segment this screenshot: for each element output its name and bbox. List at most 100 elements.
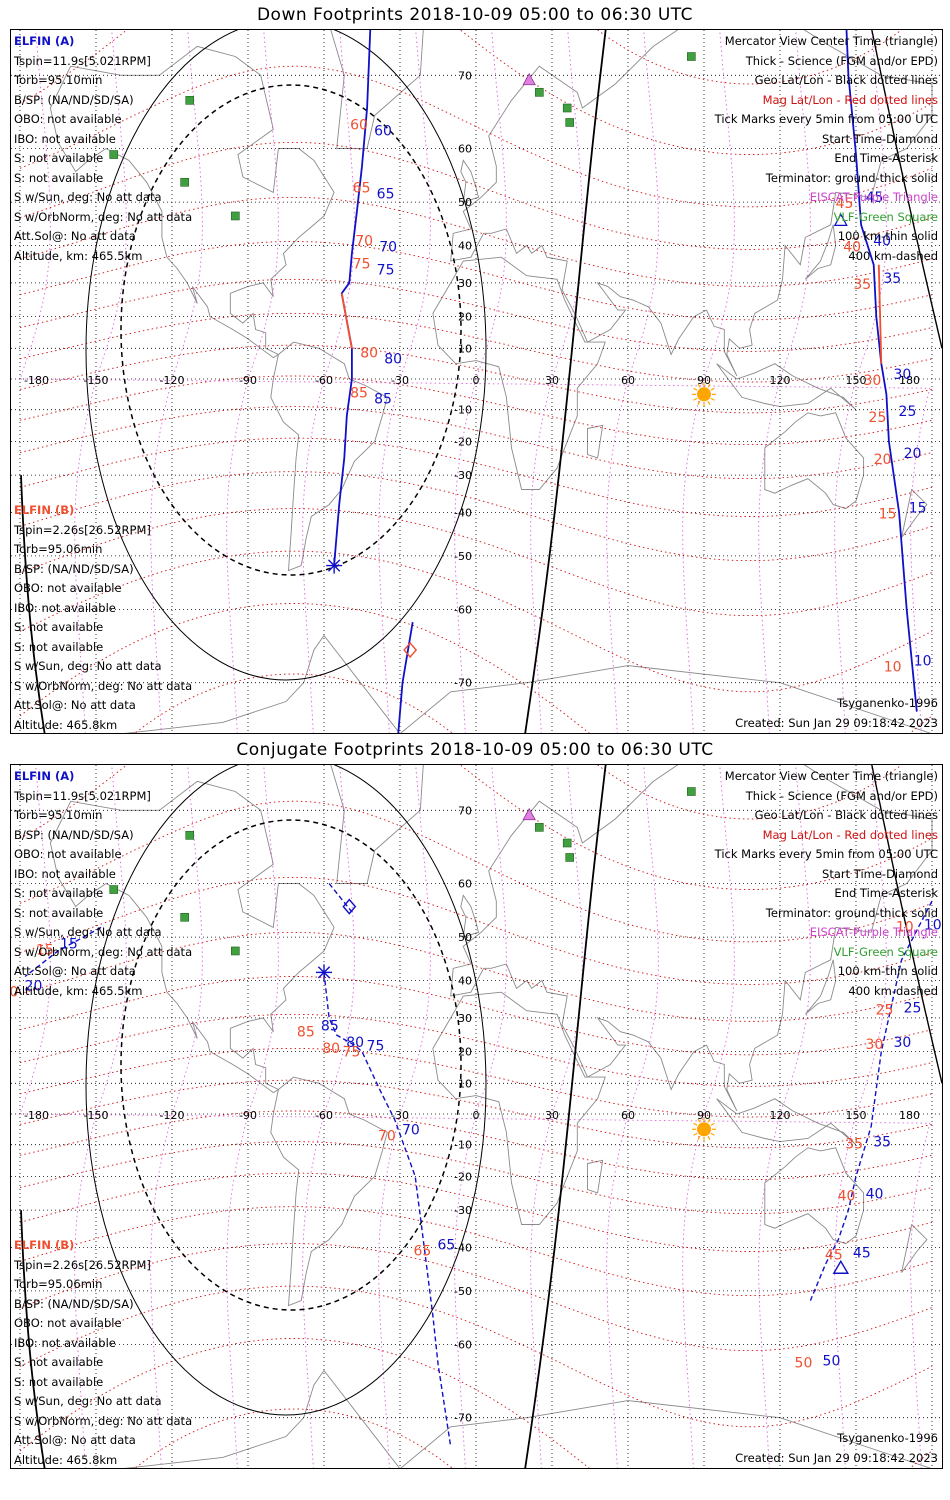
legend-line: VLF-Green Square	[833, 944, 938, 959]
lat-tick-label: 10	[458, 342, 472, 355]
coastline-antarctic-pen	[124, 634, 932, 733]
mag-lon-line	[378, 765, 431, 1468]
mag-lon-line	[74, 30, 127, 733]
elfin-b-time-label: 50	[795, 1356, 813, 1372]
elfin-a-time-label: 85	[374, 391, 392, 407]
elfin-a-time-label: 40	[866, 1186, 884, 1202]
end-time-asterisk	[326, 557, 343, 574]
axis-labels: -180 -150 -120 -90 -60 -30 0 30 60 90 120 150 180 70 6…	[24, 804, 920, 1424]
mag-lat-line	[19, 312, 933, 383]
sun-ray	[697, 400, 701, 405]
vlf-station-marker	[535, 823, 544, 832]
elfin-info-line: Torb=95.10min	[14, 73, 103, 87]
coastline-australia	[764, 1147, 865, 1245]
legend: Mercator View Center Time (triangle) Thic…	[715, 767, 938, 1001]
lat-tick-label: 20	[458, 311, 472, 324]
lon-tick-label: -30	[391, 1109, 409, 1122]
vlf-station-marker	[535, 88, 544, 97]
elfin-info-line: S w/Sun, deg: No att data	[14, 925, 162, 939]
vlf-station-marker	[109, 150, 119, 159]
elfin-info-line: Torb=95.06min	[14, 1277, 103, 1291]
lat-tick-label: -60	[454, 603, 472, 616]
sun-ray	[693, 397, 698, 401]
sun-ray	[697, 1135, 701, 1140]
mag-lon-line	[606, 30, 659, 733]
elfin-info-line: S: not available	[14, 905, 104, 920]
conjugate-footprints-map: -180 -150 -120 -90 -60 -30 0 30 60 90 120 150 180 70 6…	[10, 764, 943, 1469]
elfin-info-line: Altitude: 465.8km	[14, 717, 118, 732]
elfin-info-line: Torb=95.06min	[14, 542, 103, 556]
elfin-info-line: Tspin=2.26s[26.52RPM]	[14, 522, 151, 537]
elfin-info-line: Tspin=11.9s[5.021RPM]	[14, 788, 151, 803]
mag-lon-line	[19, 30, 931, 733]
model-label: Tsyganenko-1996	[837, 696, 938, 710]
elfin-info-line: S: not available	[14, 170, 104, 185]
sun-ray	[707, 400, 711, 405]
elfin-info-line: S: not available	[14, 639, 104, 654]
mag-lat-line	[19, 471, 933, 562]
vlf-station-marker	[109, 885, 119, 894]
elfin-b-time-label: 10	[896, 919, 914, 935]
elfin-a-time-label: 20	[25, 978, 43, 994]
sun-icon	[692, 382, 716, 407]
legend-line: End Time-Asterisk	[834, 151, 938, 165]
end-time-asterisk	[316, 964, 332, 981]
vlf-station-marker	[687, 787, 696, 796]
elfin-info-line: B/SP: (NA/ND/SD/SA)	[14, 561, 134, 576]
elfin-b-time-label: 65	[413, 1244, 431, 1260]
panel-title-conjugate: Conjugate Footprints 2018-10-09 05:00 to…	[236, 740, 714, 760]
legend-line: 100 km-thin solid	[837, 964, 938, 978]
mag-lon-line	[606, 765, 659, 1468]
legend-line: Start Time-Diamond	[822, 131, 938, 146]
vlf-station-marker	[687, 52, 696, 61]
vlf-station-marker	[180, 177, 189, 187]
legend-line: 400 km-dashed	[848, 983, 938, 998]
sun-ray	[693, 387, 698, 391]
coastline-antarctic-pen	[124, 1369, 932, 1468]
mag-lon-line	[150, 30, 203, 733]
legend-line: End Time-Asterisk	[834, 886, 938, 900]
elfin-a-time-label: 50	[823, 1354, 841, 1370]
legend-line: 400 km-dashed	[848, 248, 938, 263]
created-timestamp: Created: Sun Jan 29 09:18:42 2023	[735, 716, 938, 730]
map-canvas: -180 -150 -120 -90 -60 -30 0 30 60 90 120 150 180 70 6…	[11, 30, 942, 733]
eiscat-marker	[522, 72, 536, 86]
mag-lat-line	[19, 976, 933, 1056]
coastline-madagascar	[587, 424, 604, 459]
elfin-info-line: S: not available	[14, 1355, 104, 1369]
lat-tick-label: 20	[458, 1046, 472, 1059]
lon-tick-label: -150	[84, 1109, 109, 1122]
terminator-line	[524, 30, 607, 733]
asterisk-stroke	[317, 966, 331, 979]
legend-line: EISCAT-Purple Triangle	[809, 925, 938, 939]
elfin-info-line: B/SP: (NA/ND/SD/SA)	[14, 92, 134, 107]
lat-tick-label: -60	[454, 1338, 472, 1351]
elfin-info-line: Altitude, km: 465.5km	[14, 983, 143, 998]
lat-tick-label: -10	[454, 1139, 472, 1152]
elfin-info-line: OBO: not available	[14, 112, 122, 126]
elfin-info-line: OBO: not available	[14, 847, 122, 861]
elfin-info-line: B/SP: (NA/ND/SD/SA)	[14, 827, 134, 842]
mag-lat-line	[19, 344, 933, 414]
lon-tick-label: -90	[239, 1109, 257, 1122]
elfin-a-time-label: 65	[377, 186, 395, 202]
mag-lon-line	[834, 30, 887, 733]
sun-ray	[710, 1122, 715, 1126]
lat-tick-label: 70	[458, 69, 472, 82]
elfin-b-time-label: 40	[838, 1188, 856, 1204]
sun-icon	[692, 1117, 716, 1142]
elfin-info-line: IBO: not available	[14, 600, 116, 615]
elfin-info-line: S: not available	[14, 620, 104, 634]
elfin-a-time-label: 65	[437, 1238, 455, 1254]
lon-tick-label: 150	[846, 1109, 867, 1122]
eiscat-marker	[522, 807, 536, 821]
lat-tick-label: 60	[458, 878, 472, 891]
elfin-a-time-label: 80	[346, 1035, 364, 1051]
legend-line: Thick - Science (FGM and/or EPD)	[745, 53, 938, 68]
coastline-africa	[432, 991, 606, 1225]
sun-ray	[693, 1122, 698, 1126]
mag-grid	[19, 765, 933, 1468]
terminator-line	[524, 765, 607, 1468]
lon-tick-label: 30	[545, 1109, 559, 1122]
elfin-b-info: ELFIN (B) Tspin=2.26s[26.52RPM] Torb=95.06…	[14, 501, 192, 733]
